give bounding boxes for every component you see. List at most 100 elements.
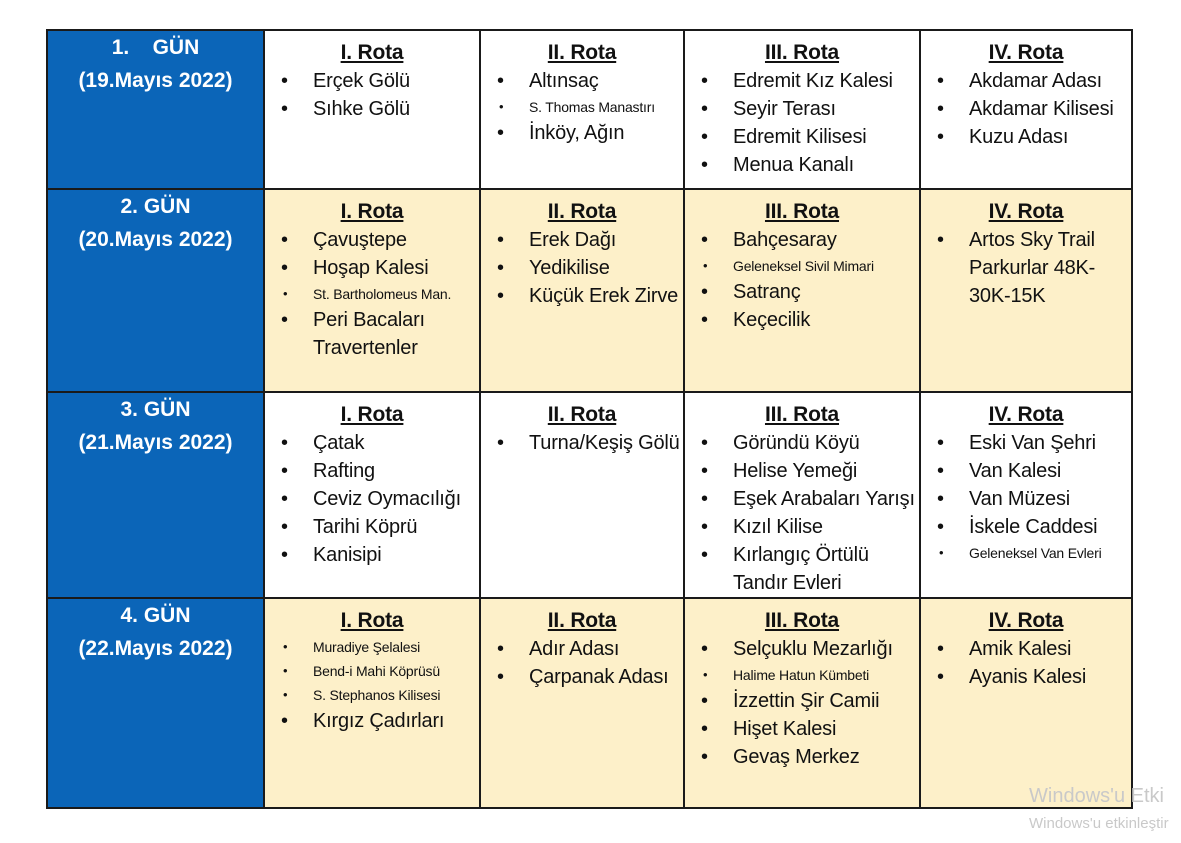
route-title: I. Rota (340, 609, 404, 632)
route-cell: III. Rota Selçuklu MezarlığıHalime Hatun … (683, 597, 921, 809)
route-cell: II. Rota AltınsaçS. Thomas Manastırıİnköy… (479, 29, 685, 190)
day-cell: 3. GÜN (21.Mayıs 2022) (46, 391, 265, 599)
route-title: II. Rota (547, 200, 617, 223)
route-list-item: Satranç (699, 278, 918, 306)
route-item-list: Selçuklu MezarlığıHalime Hatun Kümbetiİz… (686, 635, 918, 771)
route-item-list: Adır AdasıÇarpanak Adası (482, 635, 682, 691)
day-row: 3. GÜN (21.Mayıs 2022) I. Rota ÇatakRafting… (46, 391, 1133, 599)
route-item-list: Edremit Kız KalesiSeyir TerasıEdremit Ki… (686, 67, 918, 179)
day-date: (22.Mayıs 2022) (78, 637, 233, 660)
route-cell: I. Rota ÇatakRaftingCeviz OymacılığıTarih… (263, 391, 481, 599)
route-list-item: Kırlangıç Örtülü Tandır Evleri (699, 541, 918, 596)
route-cell: II. Rota Erek DağıYedikiliseKüçük Erek Zi… (479, 188, 685, 393)
route-cell: III. Rota BahçesarayGeleneksel Sivil Mima… (683, 188, 921, 393)
route-item-list: Muradiye ŞelalesiBend-i Mahi KöprüsüS. S… (266, 635, 478, 735)
route-title: IV. Rota (988, 403, 1064, 426)
route-item-list: Eski Van ŞehriVan KalesiVan Müzesiİskele… (922, 429, 1130, 565)
route-list-item: Seyir Terası (699, 95, 918, 123)
route-cell: I. Rota ÇavuştepeHoşap KalesiSt. Bartholo… (263, 188, 481, 393)
route-list-item: Keçecilik (699, 306, 918, 334)
route-list-item: Artos Sky Trail Parkurlar 48K-30K-15K (935, 226, 1130, 310)
route-cell: III. Rota Göründü KöyüHelise YemeğiEşek A… (683, 391, 921, 599)
route-item-list: Amik KalesiAyanis Kalesi (922, 635, 1130, 691)
route-list-item: Erçek Gölü (279, 67, 478, 95)
route-list-item: Sıhke Gölü (279, 95, 478, 123)
route-list-item: Amik Kalesi (935, 635, 1130, 663)
activation-watermark-title: Windows'u Etki (1029, 785, 1164, 807)
route-list-item: Göründü Köyü (699, 429, 918, 457)
day-cell: 4. GÜN (22.Mayıs 2022) (46, 597, 265, 809)
route-title: III. Rota (764, 41, 840, 64)
route-list-item: Selçuklu Mezarlığı (699, 635, 918, 663)
route-item-list: ÇavuştepeHoşap KalesiSt. Bartholomeus Ma… (266, 226, 478, 362)
route-list-item: Edremit Kız Kalesi (699, 67, 918, 95)
day-date: (19.Mayıs 2022) (78, 69, 233, 92)
route-cell: I. Rota Erçek GölüSıhke Gölü (263, 29, 481, 190)
route-list-item: Halime Hatun Kümbeti (699, 663, 918, 687)
route-cell: I. Rota Muradiye ŞelalesiBend-i Mahi Köpr… (263, 597, 481, 809)
route-title: I. Rota (340, 403, 404, 426)
route-list-item: Edremit Kilisesi (699, 123, 918, 151)
route-list-item: Gevaş Merkez (699, 743, 918, 771)
route-title: I. Rota (340, 41, 404, 64)
route-list-item: Tarihi Köprü (279, 513, 478, 541)
route-list-item: Adır Adası (495, 635, 682, 663)
route-list-item: Kanisipi (279, 541, 478, 569)
day-cell: 2. GÜN (20.Mayıs 2022) (46, 188, 265, 393)
route-cell: IV. Rota Eski Van ŞehriVan KalesiVan Müze… (919, 391, 1133, 599)
route-cell: IV. Rota Artos Sky Trail Parkurlar 48K-30… (919, 188, 1133, 393)
route-list-item: Eşek Arabaları Yarışı (699, 485, 918, 513)
day-label: 3. GÜN (120, 398, 191, 421)
route-list-item: Van Kalesi (935, 457, 1130, 485)
route-list-item: Kuzu Adası (935, 123, 1130, 151)
route-item-list: Erek DağıYedikiliseKüçük Erek Zirve (482, 226, 682, 310)
route-title: III. Rota (764, 609, 840, 632)
route-list-item: Akdamar Kilisesi (935, 95, 1130, 123)
route-title: IV. Rota (988, 609, 1064, 632)
route-list-item: Van Müzesi (935, 485, 1130, 513)
route-list-item: Muradiye Şelalesi (279, 635, 478, 659)
route-list-item: Turna/Keşiş Gölü (495, 429, 682, 457)
route-list-item: Hişet Kalesi (699, 715, 918, 743)
route-title: II. Rota (547, 41, 617, 64)
route-list-item: Altınsaç (495, 67, 682, 95)
route-title: IV. Rota (988, 41, 1064, 64)
route-item-list: Erçek GölüSıhke Gölü (266, 67, 478, 123)
route-item-list: Göründü KöyüHelise YemeğiEşek Arabaları … (686, 429, 918, 596)
route-list-item: S. Stephanos Kilisesi (279, 683, 478, 707)
route-list-item: Ayanis Kalesi (935, 663, 1130, 691)
day-date: (20.Mayıs 2022) (78, 228, 233, 251)
route-item-list: ÇatakRaftingCeviz OymacılığıTarihi Köprü… (266, 429, 478, 569)
route-list-item: Geleneksel Van Evleri (935, 541, 1130, 565)
route-list-item: Erek Dağı (495, 226, 682, 254)
route-list-item: Çarpanak Adası (495, 663, 682, 691)
route-item-list: Artos Sky Trail Parkurlar 48K-30K-15K (922, 226, 1130, 310)
route-schedule-table: 1. GÜN (19.Mayıs 2022) I. Rota Erçek GölüSı… (46, 29, 1133, 809)
route-list-item: S. Thomas Manastırı (495, 95, 682, 119)
day-label: 4. GÜN (120, 604, 191, 627)
activation-watermark-subtitle: Windows'u etkinleştir (1029, 815, 1169, 832)
day-label: 2. GÜN (120, 195, 191, 218)
route-cell: II. Rota Turna/Keşiş Gölü (479, 391, 685, 599)
day-date: (21.Mayıs 2022) (78, 431, 233, 454)
route-list-item: Hoşap Kalesi (279, 254, 478, 282)
route-cell: IV. Rota Amik KalesiAyanis Kalesi (919, 597, 1133, 809)
route-title: II. Rota (547, 403, 617, 426)
route-list-item: Çavuştepe (279, 226, 478, 254)
route-list-item: Ceviz Oymacılığı (279, 485, 478, 513)
route-cell: IV. Rota Akdamar AdasıAkdamar KilisesiKuz… (919, 29, 1133, 190)
day-cell: 1. GÜN (19.Mayıs 2022) (46, 29, 265, 190)
route-list-item: Küçük Erek Zirve (495, 282, 682, 310)
route-list-item: Eski Van Şehri (935, 429, 1130, 457)
route-list-item: İnköy, Ağın (495, 119, 682, 147)
route-cell: II. Rota Adır AdasıÇarpanak Adası (479, 597, 685, 809)
route-list-item: Helise Yemeği (699, 457, 918, 485)
route-title: III. Rota (764, 403, 840, 426)
route-item-list: Turna/Keşiş Gölü (482, 429, 682, 457)
route-item-list: Akdamar AdasıAkdamar KilisesiKuzu Adası (922, 67, 1130, 151)
day-label: 1. GÜN (111, 36, 200, 59)
route-title: II. Rota (547, 609, 617, 632)
schedule-body: 1. GÜN (19.Mayıs 2022) I. Rota Erçek GölüSı… (46, 29, 1133, 809)
route-list-item: Menua Kanalı (699, 151, 918, 179)
route-list-item: Geleneksel Sivil Mimari (699, 254, 918, 278)
